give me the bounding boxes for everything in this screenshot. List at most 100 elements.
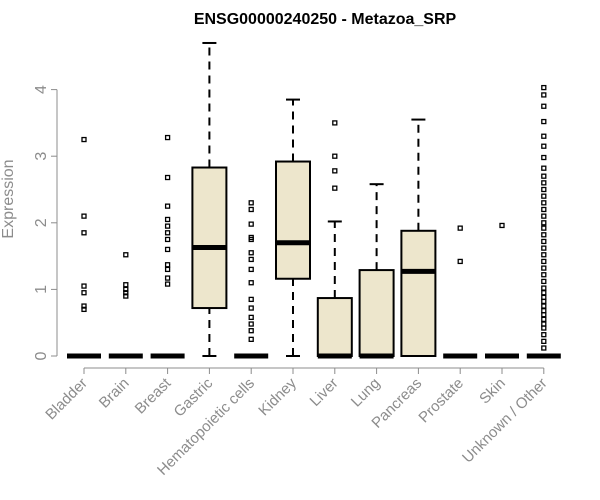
outlier-point — [248, 328, 254, 334]
outlier-point — [164, 275, 171, 281]
outlier-point — [123, 282, 129, 288]
outlier-point — [541, 92, 547, 98]
outlier-point — [541, 290, 547, 296]
outlier-point — [164, 230, 171, 236]
outlier-point — [332, 168, 338, 174]
outlier-point — [541, 133, 547, 139]
y-tick-label: 1 — [33, 285, 50, 294]
x-tick-label: Liver — [307, 375, 342, 410]
y-tick-label: 2 — [33, 218, 50, 227]
outlier-point — [164, 262, 171, 268]
outlier-point — [248, 200, 254, 206]
outlier-point — [541, 278, 547, 285]
x-tick-label: Breast — [132, 374, 175, 417]
outlier-point — [541, 272, 547, 278]
outlier-point — [164, 174, 171, 181]
box-body — [275, 160, 311, 280]
outlier-point — [457, 258, 463, 265]
outlier-point — [541, 220, 547, 226]
outlier-point — [541, 173, 547, 179]
outlier-point — [499, 222, 505, 229]
box-kidney: Kidney — [255, 98, 311, 419]
outlier-point — [248, 221, 254, 227]
outlier-point — [81, 213, 87, 219]
box-gastric: Gastric — [171, 41, 228, 420]
outlier-point — [541, 143, 547, 149]
outlier-point — [164, 203, 171, 209]
outlier-point — [457, 225, 463, 231]
outlier-point — [541, 84, 547, 91]
outlier-point — [81, 230, 87, 236]
outlier-point — [248, 321, 254, 327]
box-body — [316, 297, 353, 358]
outlier-point — [541, 225, 547, 231]
outlier-point — [248, 305, 254, 311]
outlier-point — [123, 252, 129, 258]
outlier-point — [541, 303, 547, 309]
outlier-point — [81, 136, 87, 143]
outlier-point — [541, 165, 547, 171]
outlier-point — [81, 303, 87, 309]
outlier-point — [541, 154, 547, 161]
outlier-point — [248, 266, 254, 273]
outlier-point — [248, 206, 254, 213]
outlier-point — [541, 265, 547, 271]
outlier-point — [541, 258, 547, 265]
outlier-point — [332, 153, 338, 159]
box-lung: Lung — [348, 183, 395, 410]
outlier-point — [541, 206, 547, 213]
outlier-point — [248, 250, 254, 256]
box-bladder: Bladder — [42, 136, 101, 424]
outlier-point — [164, 246, 171, 253]
outlier-point — [81, 283, 87, 289]
outlier-point — [541, 200, 547, 206]
outlier-point — [248, 256, 254, 263]
outlier-point — [541, 316, 547, 323]
outlier-point — [164, 134, 171, 141]
chart-title: ENSG00000240250 - Metazoa_SRP — [194, 11, 457, 28]
x-tick-label: Kidney — [255, 374, 300, 419]
box-body — [358, 269, 395, 357]
outlier-point — [164, 236, 171, 243]
outlier-point — [541, 252, 547, 258]
outlier-point — [123, 290, 129, 296]
outlier-point — [541, 332, 547, 338]
y-tick-label: 3 — [33, 152, 50, 161]
outlier-point — [248, 234, 254, 241]
outlier-point — [541, 338, 547, 344]
box-brain: Brain — [96, 252, 143, 412]
outlier-point — [541, 232, 547, 238]
outlier-point — [164, 216, 171, 223]
outlier-point — [541, 118, 547, 125]
x-tick-label: Prostate — [415, 375, 467, 427]
outlier-point — [541, 245, 547, 251]
outlier-point — [164, 266, 171, 273]
outlier-point — [164, 281, 171, 287]
x-tick-label: Bladder — [42, 375, 91, 424]
outlier-point — [541, 321, 547, 327]
outlier-point — [541, 186, 547, 193]
outlier-point — [332, 120, 338, 126]
y-tick-label: 0 — [33, 351, 50, 360]
box-body — [191, 166, 228, 310]
outlier-point — [541, 193, 547, 199]
outlier-point — [541, 345, 547, 351]
y-tick-label: 4 — [33, 85, 50, 94]
outlier-point — [541, 180, 547, 186]
outlier-point — [541, 308, 547, 314]
outlier-point — [541, 238, 547, 245]
box-skin: Skin — [476, 222, 519, 408]
x-tick-label: Skin — [476, 375, 509, 408]
outlier-point — [248, 314, 254, 321]
outlier-point — [248, 280, 254, 286]
outlier-point — [81, 306, 87, 313]
outlier-point — [81, 290, 87, 296]
outlier-point — [541, 213, 547, 219]
outlier-point — [123, 293, 129, 299]
outlier-point — [541, 103, 547, 109]
outlier-point — [164, 223, 171, 229]
outlier-point — [248, 336, 254, 343]
outlier-point — [248, 296, 254, 303]
